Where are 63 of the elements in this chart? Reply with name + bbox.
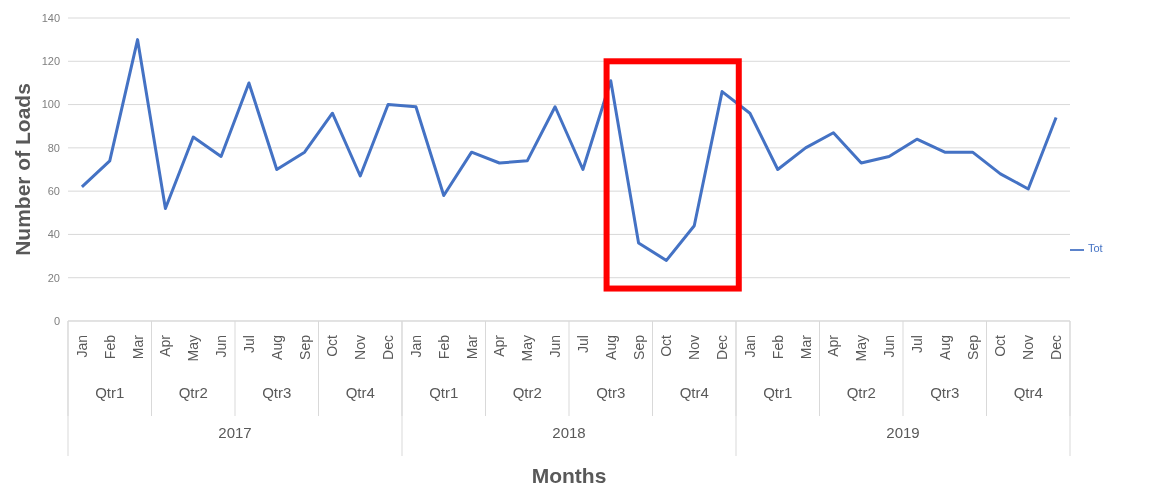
y-tick-label: 40	[47, 228, 60, 241]
x-tick-label: Jan	[407, 335, 424, 358]
x-tick-label: Nov	[352, 335, 369, 360]
y-tick-label: 20	[47, 271, 60, 284]
x-tick-label: Jun	[547, 335, 564, 358]
x-tick-label: Dec	[380, 335, 397, 360]
text: Qtr2	[846, 384, 876, 401]
text: Qtr4	[1013, 384, 1043, 401]
x-tick-label: Feb	[769, 334, 786, 360]
y-tick-label: 60	[47, 185, 60, 198]
x-tick-label: Apr	[825, 334, 842, 357]
text: Qtr1	[763, 384, 793, 401]
y-tick-label: 80	[47, 141, 60, 154]
x-tick-label: Oct	[992, 334, 1009, 357]
text: Qtr4	[679, 384, 709, 401]
text: Qtr2	[178, 384, 208, 401]
text: Qtr3	[930, 384, 960, 401]
x-tick-label: May	[519, 335, 536, 362]
x-tick-label: Jun	[881, 335, 898, 358]
y-tick-label: 140	[41, 11, 60, 24]
x-tick-label: Mar	[463, 334, 480, 360]
x-tick-label: Aug	[268, 335, 285, 360]
x-tick-label: Nov	[686, 335, 703, 360]
x-tick-label: Jul	[574, 335, 591, 353]
x-tick-label: Dec	[714, 335, 731, 360]
text: 2019	[886, 424, 920, 441]
x-tick-label: Jul	[908, 335, 925, 353]
x-tick-label: Jan	[741, 335, 758, 358]
text: Qtr2	[512, 384, 542, 401]
x-tick-label: Nov	[1020, 335, 1037, 360]
x-tick-label: Aug	[602, 335, 619, 360]
x-tick-label: Sep	[630, 334, 647, 360]
text: Qtr4	[345, 384, 375, 401]
y-tick-label: 0	[53, 314, 60, 327]
y-tick-label: 120	[41, 55, 60, 68]
x-tick-label: Aug	[936, 335, 953, 360]
x-tick-label: Jan	[73, 335, 90, 358]
y-axis-title: Number of Loads	[10, 83, 34, 256]
text: Qtr3	[262, 384, 292, 401]
x-axis-title: Months	[531, 464, 607, 487]
x-tick-label: Jun	[213, 335, 230, 358]
x-tick-label: Oct	[324, 334, 341, 357]
text: Qtr1	[95, 384, 125, 401]
text: 2018	[552, 424, 586, 441]
x-tick-label: May	[185, 335, 202, 362]
y-tick-label: 100	[41, 98, 60, 111]
legend-label: Tot	[1088, 242, 1103, 255]
x-tick-label: May	[853, 335, 870, 362]
text: Qtr1	[429, 384, 459, 401]
text: 2017	[218, 424, 252, 441]
x-tick-label: Dec	[1048, 335, 1065, 360]
x-tick-label: Feb	[101, 334, 118, 360]
x-tick-label: Oct	[658, 334, 675, 357]
x-tick-label: Jul	[240, 335, 257, 353]
x-tick-label: Sep	[296, 334, 313, 360]
x-tick-label: Mar	[129, 334, 146, 360]
line-series	[80, 38, 1058, 262]
text: Qtr3	[596, 384, 626, 401]
x-tick-label: Sep	[964, 334, 981, 360]
x-tick-label: Mar	[797, 334, 814, 360]
x-tick-label: Apr	[491, 334, 508, 357]
x-tick-label: Apr	[157, 334, 174, 357]
x-tick-label: Feb	[435, 334, 452, 360]
